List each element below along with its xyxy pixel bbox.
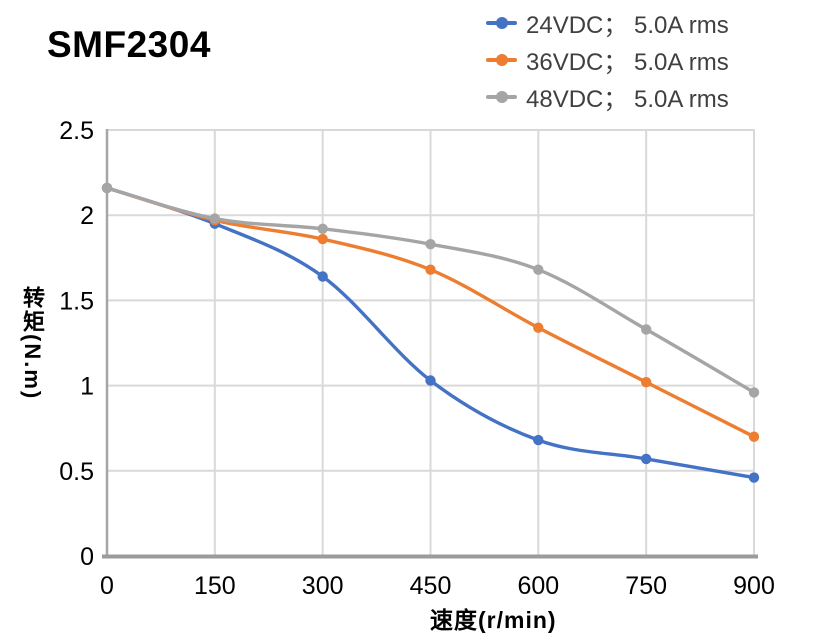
legend-item-1: 36VDC； 5.0A rms <box>486 41 729 78</box>
legend-label: 48VDC； 5.0A rms <box>526 86 729 113</box>
data-point-series-0 <box>533 434 544 446</box>
legend: 24VDC； 5.0A rms 36VDC； 5.0A rms 48VDC； 5.0… <box>486 4 729 115</box>
data-point-series-1 <box>641 377 652 388</box>
data-point-series-2 <box>748 387 760 398</box>
data-point-series-1 <box>425 264 436 275</box>
data-point-series-0 <box>317 271 328 282</box>
y-tick-label: 0 <box>80 543 94 571</box>
data-point-series-0 <box>641 453 652 465</box>
x-tick-label: 300 <box>302 572 344 600</box>
y-tick-label: 0.5 <box>59 458 94 486</box>
legend-marker-icon <box>486 53 517 66</box>
x-tick-label: 600 <box>517 572 559 600</box>
y-tick-label: 2.5 <box>59 117 94 145</box>
chart-title: SMF2304 <box>47 24 211 65</box>
x-tick-label: 900 <box>733 572 775 600</box>
data-point-series-2 <box>641 324 652 335</box>
legend-item-2: 48VDC； 5.0A rms <box>486 78 729 115</box>
legend-marker-dot-icon <box>496 90 508 103</box>
y-tick-label: 1 <box>80 373 94 401</box>
data-point-series-1 <box>533 322 544 333</box>
data-point-series-2 <box>533 264 544 275</box>
legend-marker-icon <box>486 16 517 29</box>
data-point-series-0 <box>748 472 760 483</box>
legend-marker-dot-icon <box>496 16 508 29</box>
y-axis-title: 转矩(N.m) <box>20 285 45 401</box>
legend-label: 24VDC； 5.0A rms <box>526 12 729 39</box>
x-tick-label: 150 <box>194 572 236 600</box>
x-axis-title: 速度(r/min) <box>430 607 557 633</box>
x-tick-label: 450 <box>410 572 452 600</box>
legend-marker-icon <box>486 90 517 103</box>
data-point-series-1 <box>317 233 328 245</box>
data-point-series-0 <box>425 375 436 386</box>
y-tick-label: 1.5 <box>59 287 94 315</box>
y-tick-label: 2 <box>80 202 94 230</box>
data-point-series-2 <box>317 223 328 234</box>
data-point-series-1 <box>748 431 760 442</box>
legend-label: 36VDC； 5.0A rms <box>526 49 729 76</box>
data-point-series-2 <box>425 239 436 250</box>
x-tick-label: 0 <box>100 572 114 600</box>
data-point-series-2 <box>209 213 220 224</box>
legend-marker-dot-icon <box>496 53 508 66</box>
x-tick-label: 750 <box>625 572 667 600</box>
legend-item-0: 24VDC； 5.0A rms <box>486 4 729 41</box>
data-point-series-2 <box>101 182 113 194</box>
